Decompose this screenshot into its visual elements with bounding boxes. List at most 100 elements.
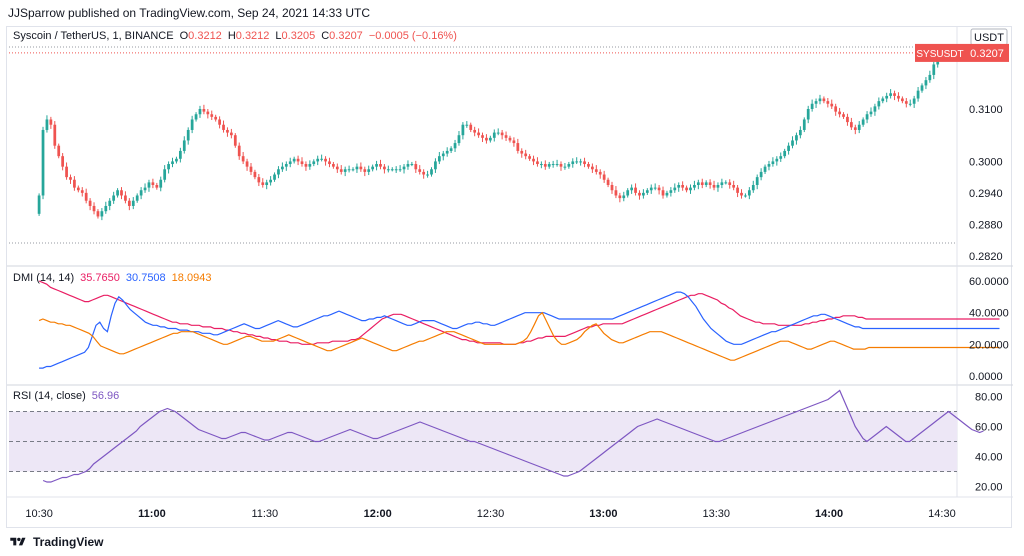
candle [88,200,92,206]
candle [645,190,649,193]
candle [73,179,76,188]
candle [716,185,720,188]
dmi-pane[interactable] [38,280,1000,369]
candle [806,109,810,120]
candle [461,124,465,136]
candle [665,192,669,196]
candle [693,185,696,188]
candle [206,111,210,115]
candle [383,166,386,170]
candle [598,171,602,175]
candle [744,195,747,197]
candle [540,164,543,166]
dmi-legend-value: 18.0943 [172,272,212,284]
candle [783,150,787,157]
candle [371,166,375,170]
candle [567,164,571,167]
candle [885,95,889,99]
candle [814,101,818,104]
candle [822,98,826,102]
candle [41,129,45,196]
open-label: O [180,30,189,42]
candle [826,101,830,104]
candle [292,158,296,162]
close-label: C [321,30,329,42]
change-value: −0.0005 (−0.16%) [369,30,457,42]
candle [226,129,229,133]
candle [928,74,932,81]
rsi-axis-label: 40.00 [975,452,1003,464]
candle [445,150,449,154]
candle [669,190,673,193]
candle [233,135,237,146]
dmi-axis-label: 60.0000 [969,276,1009,288]
candle [649,187,653,191]
candle [853,127,857,130]
high-value: 0.3212 [236,30,270,42]
price-axis-label: 0.2820 [969,251,1003,263]
rsi-title: RSI (14, close) [13,390,86,402]
candle [237,145,241,157]
price-pane[interactable] [9,48,957,221]
candle [865,114,869,120]
candle [551,164,555,166]
candle [418,169,422,172]
time-axis-label: 12:30 [477,508,505,520]
candle [186,129,190,141]
candle [634,187,637,193]
candle [465,124,469,126]
candle [720,182,724,185]
candle [61,156,65,167]
axes: 10:30 11:00 11:30 12:00 12:30 13:00 13:30 14:00… [25,28,1009,520]
candle [261,182,265,185]
candle [139,190,143,196]
candle [328,161,331,165]
candle [131,200,135,206]
candle [477,132,480,136]
candle [414,164,418,170]
candle [846,116,849,123]
candle [626,190,630,196]
candle [273,174,276,180]
candle [492,132,496,138]
candle [426,174,429,176]
candle [622,195,626,199]
candle [642,192,645,196]
rsi-pane[interactable] [9,389,984,483]
tradingview-logo-icon [10,537,26,546]
rsi-legend: RSI (14, close) 56.96 [13,390,119,402]
time-axis-label: 12:00 [364,508,392,520]
symbol-title: Syscoin / TetherUS, 1, BINANCE [13,30,174,42]
candle [422,171,426,175]
open-value: 0.3212 [188,30,222,42]
candle [802,119,806,130]
dmi-axis-label: 0.0000 [969,371,1003,383]
candle [881,98,885,102]
candle [449,148,453,151]
candle [175,158,178,162]
candle [912,98,916,104]
candle [127,200,131,206]
candle [850,122,853,128]
candle [80,190,84,193]
candle [638,192,641,196]
time-axis-label: 13:00 [589,508,617,520]
candle [689,187,692,191]
candle [45,119,49,130]
candle [390,169,394,171]
candle [908,103,912,105]
candle [386,169,390,171]
candle [190,119,194,130]
candle [65,166,68,178]
candle [924,80,928,86]
candle [96,211,100,217]
candle [904,101,908,104]
dmi-axis-label: 20.0000 [969,339,1009,351]
candle [481,135,484,138]
time-axis-label: 14:30 [928,508,956,520]
candle [406,164,410,167]
price-axis-label: 0.2940 [969,188,1003,200]
chart-canvas[interactable]: 10:30 11:00 11:30 12:00 12:30 13:00 13:30 14:00… [7,27,1013,529]
price-axis-label: 0.3100 [969,104,1003,116]
candle [755,177,759,185]
